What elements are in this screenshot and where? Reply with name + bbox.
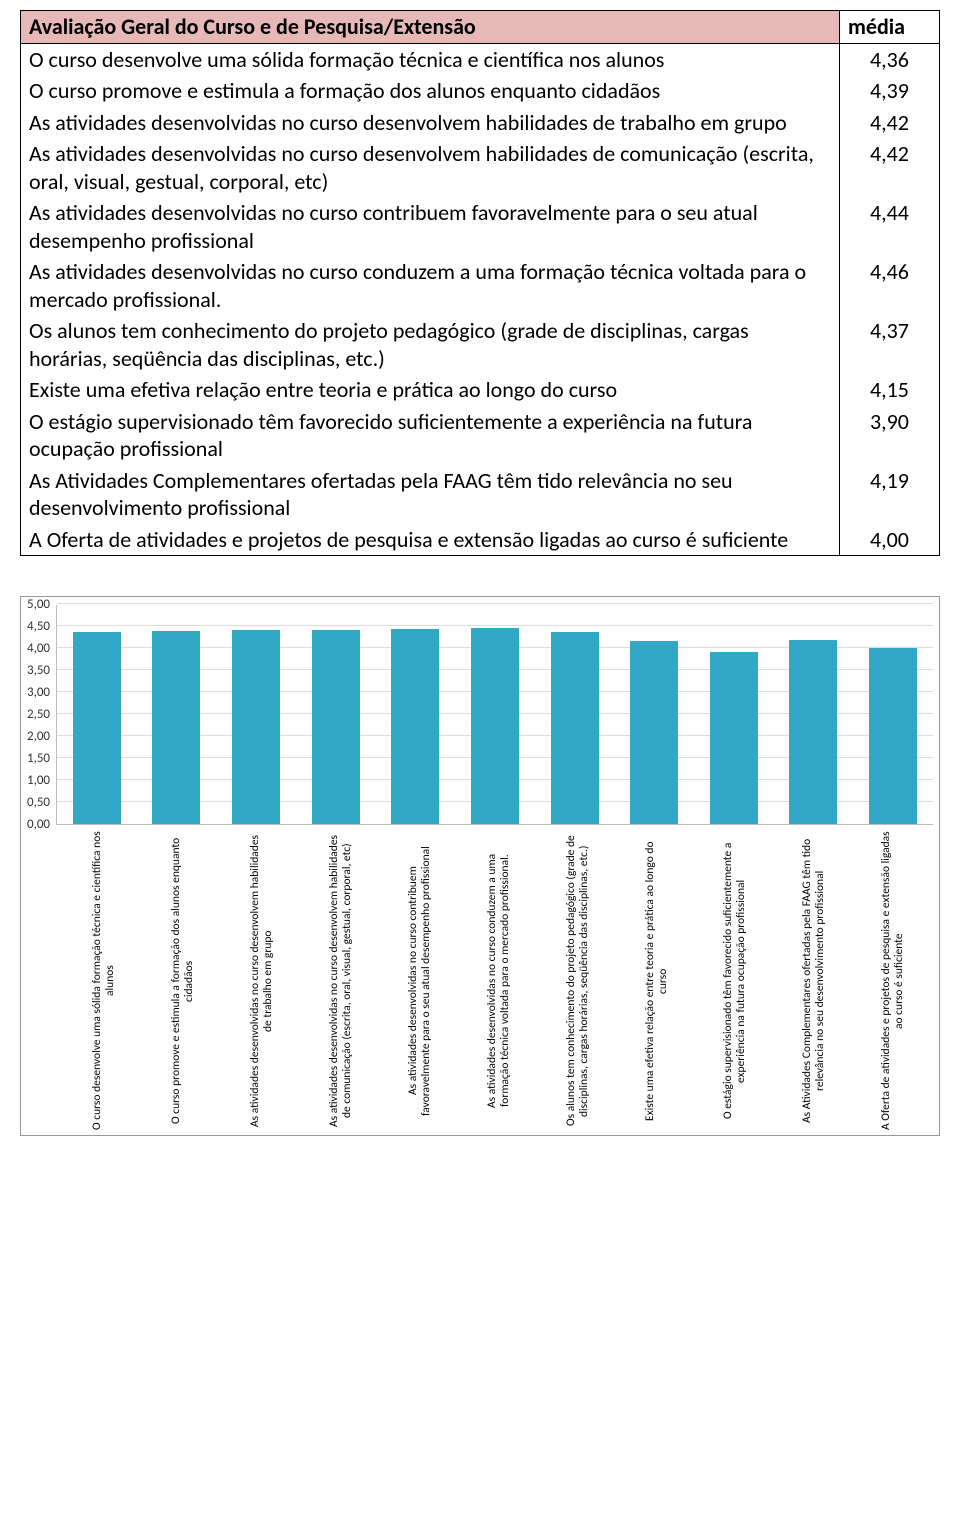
row-description: As Atividades Complementares ofertadas p… <box>21 465 840 524</box>
row-description: O estágio supervisionado têm favorecido … <box>21 406 840 465</box>
row-description: Existe uma efetiva relação entre teoria … <box>21 374 840 406</box>
row-value: 4,37 <box>840 315 940 374</box>
x-tick-label: O curso promove e estimula a formação do… <box>144 825 223 1131</box>
x-tick-label: As Atividades Complementares ofertadas p… <box>775 825 854 1131</box>
chart-bars <box>57 605 933 824</box>
chart-bar <box>630 641 678 824</box>
row-value: 3,90 <box>840 406 940 465</box>
table-row: As Atividades Complementares ofertadas p… <box>21 465 940 524</box>
chart-bar <box>391 629 439 824</box>
row-value: 4,15 <box>840 374 940 406</box>
chart-bar <box>710 652 758 824</box>
chart-gridline <box>57 603 933 604</box>
x-tick-label: As atividades desenvolvidas no curso con… <box>460 825 539 1131</box>
table-row: Os alunos tem conhecimento do projeto pe… <box>21 315 940 374</box>
chart-bar <box>471 628 519 824</box>
row-description: A Oferta de atividades e projetos de pes… <box>21 524 840 556</box>
row-value: 4,42 <box>840 107 940 139</box>
row-description: O curso desenvolve uma sólida formação t… <box>21 43 840 75</box>
x-tick-label: Existe uma efetiva relação entre teoria … <box>617 825 696 1131</box>
chart-bar <box>73 632 121 824</box>
chart-bar <box>789 640 837 824</box>
evaluation-table: Avaliação Geral do Curso e de Pesquisa/E… <box>20 10 940 556</box>
row-value: 4,00 <box>840 524 940 556</box>
row-description: As atividades desenvolvidas no curso con… <box>21 197 840 256</box>
row-description: As atividades desenvolvidas no curso des… <box>21 138 840 197</box>
x-tick-label: Os alunos tem conhecimento do projeto pe… <box>538 825 617 1131</box>
table-row: O curso promove e estimula a formação do… <box>21 75 940 107</box>
table-header-left: Avaliação Geral do Curso e de Pesquisa/E… <box>21 11 840 44</box>
row-value: 4,19 <box>840 465 940 524</box>
table-row: A Oferta de atividades e projetos de pes… <box>21 524 940 556</box>
bar-chart: 0,000,501,001,502,002,503,003,504,004,50… <box>20 596 940 1136</box>
chart-bar <box>312 630 360 824</box>
row-description: As atividades desenvolvidas no curso des… <box>21 107 840 139</box>
table-row: O curso desenvolve uma sólida formação t… <box>21 43 940 75</box>
row-value: 4,42 <box>840 138 940 197</box>
chart-y-axis-labels: 0,000,501,001,502,002,503,003,504,004,50… <box>27 605 56 825</box>
chart-bar <box>232 630 280 824</box>
chart-x-axis-labels: O curso desenvolve uma sólida formação t… <box>65 825 933 1131</box>
row-description: As atividades desenvolvidas no curso con… <box>21 256 840 315</box>
row-description: O curso promove e estimula a formação do… <box>21 75 840 107</box>
chart-plot-area <box>56 605 933 825</box>
table-row: O estágio supervisionado têm favorecido … <box>21 406 940 465</box>
chart-bar <box>152 631 200 824</box>
x-tick-label: As atividades desenvolvidas no curso des… <box>302 825 381 1131</box>
row-description: Os alunos tem conhecimento do projeto pe… <box>21 315 840 374</box>
x-tick-label: As atividades desenvolvidas no curso des… <box>223 825 302 1131</box>
row-value: 4,39 <box>840 75 940 107</box>
x-tick-label: O curso desenvolve uma sólida formação t… <box>65 825 144 1131</box>
row-value: 4,36 <box>840 43 940 75</box>
table-header-right: média <box>840 11 940 44</box>
table-row: As atividades desenvolvidas no curso con… <box>21 197 940 256</box>
table-row: As atividades desenvolvidas no curso des… <box>21 107 940 139</box>
chart-bar <box>869 648 917 824</box>
chart-bar <box>551 632 599 824</box>
table-row: Existe uma efetiva relação entre teoria … <box>21 374 940 406</box>
table-row: As atividades desenvolvidas no curso des… <box>21 138 940 197</box>
x-tick-label: O estágio supervisionado têm favorecido … <box>696 825 775 1131</box>
table-row: As atividades desenvolvidas no curso con… <box>21 256 940 315</box>
row-value: 4,46 <box>840 256 940 315</box>
table-body: O curso desenvolve uma sólida formação t… <box>21 43 940 556</box>
x-tick-label: A Oferta de atividades e projetos de pes… <box>854 825 933 1131</box>
row-value: 4,44 <box>840 197 940 256</box>
x-tick-label: As atividades desenvolvidas no curso con… <box>381 825 460 1131</box>
